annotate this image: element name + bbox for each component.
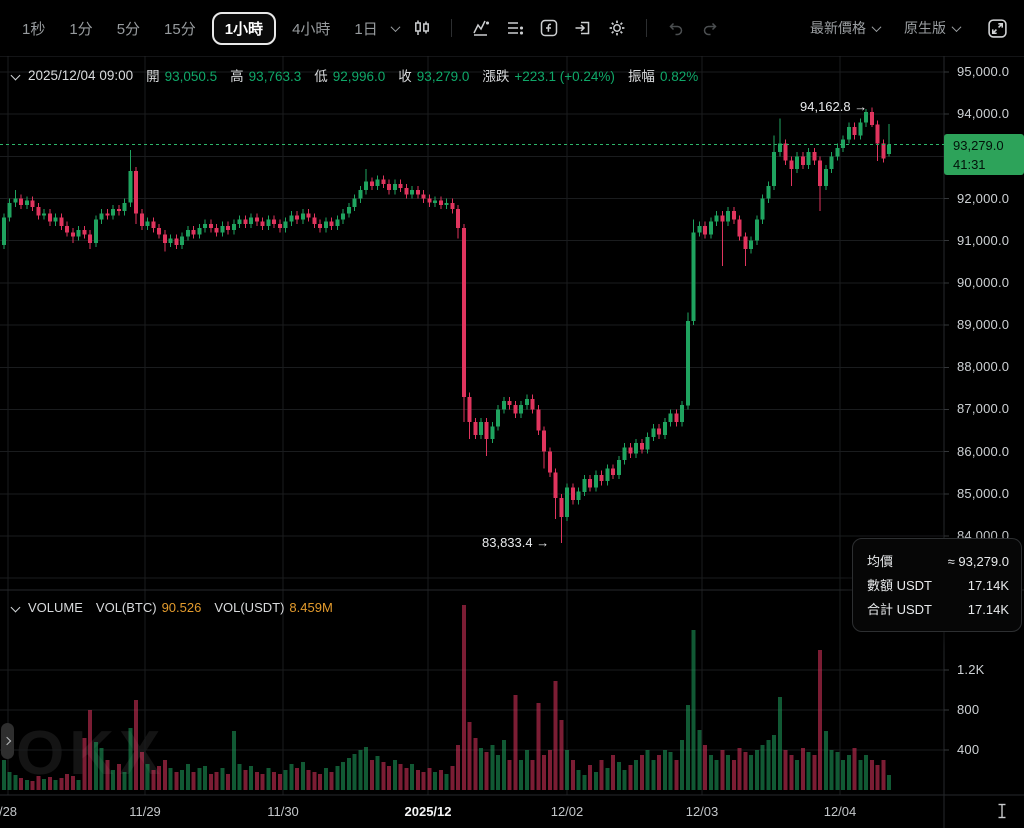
- formula-icon[interactable]: [536, 15, 562, 41]
- volume-header: VOLUME VOL(BTC) 90.526 VOL(USDT) 8.459M: [10, 600, 346, 615]
- volume-title: VOLUME: [28, 600, 83, 615]
- expand-icon[interactable]: [984, 15, 1010, 41]
- low-label: 低: [314, 69, 328, 84]
- volume-axis[interactable]: 1.2K 800 400: [944, 0, 1024, 828]
- time-axis[interactable]: /28 11/29 11/30 2025/12 12/02 12/03 12/04: [0, 804, 944, 824]
- version-dropdown[interactable]: 原生版: [904, 18, 962, 38]
- undo-icon[interactable]: [663, 15, 689, 41]
- close-value: 93,279.0: [416, 69, 470, 84]
- price-axis-label: 90,000.0: [957, 274, 1010, 290]
- time-axis-label: 11/30: [267, 804, 299, 819]
- price-mode-label: 最新價格: [810, 20, 866, 36]
- collapse-chevron-icon[interactable]: [10, 70, 21, 80]
- candle-countdown: 41:31: [953, 156, 986, 172]
- vol-btc-value: 90.526: [161, 600, 202, 615]
- interval-1小時[interactable]: 1小時: [211, 11, 277, 45]
- price-axis-label: 88,000.0: [957, 359, 1010, 375]
- vol-usdt-value: 8.459M: [289, 600, 333, 615]
- time-axis-label: 12/02: [550, 804, 584, 819]
- version-label: 原生版: [904, 20, 946, 36]
- open-value: 93,050.5: [164, 69, 218, 84]
- price-mode-dropdown[interactable]: 最新價格: [810, 18, 882, 38]
- interval-15分[interactable]: 15分: [164, 20, 196, 38]
- price-axis-label: 89,000.0: [957, 317, 1010, 333]
- interval-1日[interactable]: 1日: [354, 20, 378, 38]
- interval-1分[interactable]: 1分: [69, 20, 93, 38]
- time-axis-label: 12/03: [685, 804, 719, 819]
- tooltip-value: 17.14K: [967, 578, 1009, 593]
- change-value: +223.1 (+0.24%): [514, 69, 615, 84]
- current-price-label: 93,279.0 41:31: [944, 133, 1024, 175]
- time-axis-label: 11/29: [129, 804, 161, 819]
- change-label: 漲跌: [482, 69, 510, 84]
- save-layout-icon[interactable]: [570, 15, 596, 41]
- collapse-panel-handle[interactable]: [1, 723, 14, 759]
- toolbar-divider: [450, 19, 452, 37]
- tooltip-row: 合計 USDT 17.14K: [867, 598, 1009, 622]
- amplitude-label: 振幅: [627, 69, 655, 84]
- volume-axis-label: 800: [957, 702, 980, 717]
- price-axis-label: 86,000.0: [957, 443, 1010, 459]
- display-settings-icon[interactable]: [502, 15, 528, 41]
- volume-axis-label: 400: [957, 742, 980, 757]
- price-annotation: 94,162.8 →: [800, 99, 868, 115]
- indicators-icon[interactable]: [468, 15, 494, 41]
- price-axis-label: 85,000.0: [957, 485, 1010, 501]
- interval-1秒[interactable]: 1秒: [22, 20, 46, 38]
- price-axis-label: 92,000.0: [957, 190, 1010, 206]
- data-tooltip: 均價 ≈ 93,279.0 數額 USDT 17.14K 合計 USDT 17.14K: [852, 538, 1022, 632]
- price-annotation: 83,833.4 →: [482, 535, 550, 551]
- low-value: 92,996.0: [332, 69, 386, 84]
- time-axis-label: 2025/12: [404, 804, 452, 819]
- ohlc-info-bar: 2025/12/04 09:00 開 93,050.5 高 93,763.3 低 92…: [10, 65, 711, 85]
- okx-watermark: OKX: [16, 719, 166, 788]
- axis-scale-icon[interactable]: [996, 802, 1008, 825]
- tooltip-row: 均價 ≈ 93,279.0: [867, 550, 1009, 574]
- tooltip-label: 數額 USDT: [867, 578, 933, 593]
- tooltip-label: 合計 USDT: [867, 602, 933, 617]
- price-axis-label: 91,000.0: [957, 232, 1010, 248]
- close-label: 收: [398, 69, 412, 84]
- price-axis-label: 94,000.0: [957, 106, 1010, 122]
- settings-gear-icon[interactable]: [604, 15, 630, 41]
- tooltip-row: 數額 USDT 17.14K: [867, 574, 1009, 598]
- chevron-down-icon: [871, 21, 882, 32]
- current-price-value: 93,279.0: [953, 137, 1004, 153]
- chart-toolbar: 1秒 1分 5分 15分 1小時 4小時 1日: [0, 0, 1024, 56]
- toolbar-divider: [645, 19, 647, 37]
- time-axis-label: /28: [0, 804, 18, 819]
- price-axis[interactable]: 95,000.0 94,000.0 92,000.0 91,000.0 90,000.0…: [944, 0, 1024, 828]
- high-value: 93,763.3: [248, 69, 302, 84]
- time-axis-label: 12/04: [823, 804, 857, 819]
- interval-dropdown-chevron-icon[interactable]: [390, 21, 401, 32]
- vol-usdt-label: VOL(USDT): [214, 600, 285, 615]
- chevron-down-icon: [951, 21, 962, 32]
- vol-btc-label: VOL(BTC): [95, 600, 157, 615]
- price-axis-label: 95,000.0: [957, 64, 1010, 79]
- volume-axis-label: 1.2K: [957, 662, 985, 677]
- interval-5分[interactable]: 5分: [116, 20, 141, 38]
- redo-icon[interactable]: [697, 15, 723, 41]
- tooltip-value: ≈ 93,279.0: [947, 554, 1009, 569]
- interval-4小時[interactable]: 4小時: [292, 20, 331, 38]
- amplitude-value: 0.82%: [659, 69, 699, 84]
- price-axis-label: 87,000.0: [957, 401, 1010, 417]
- candlestick-chart-icon[interactable]: [409, 15, 435, 41]
- interval-group: 1秒 1分 5分 15分 1小時 4小時 1日: [14, 11, 386, 45]
- high-label: 高: [230, 69, 244, 84]
- candle-datetime: 2025/12/04 09:00: [28, 67, 134, 83]
- tooltip-label: 均價: [867, 554, 894, 569]
- open-label: 開: [146, 69, 160, 84]
- collapse-chevron-icon[interactable]: [10, 602, 21, 613]
- tooltip-value: 17.14K: [967, 602, 1009, 617]
